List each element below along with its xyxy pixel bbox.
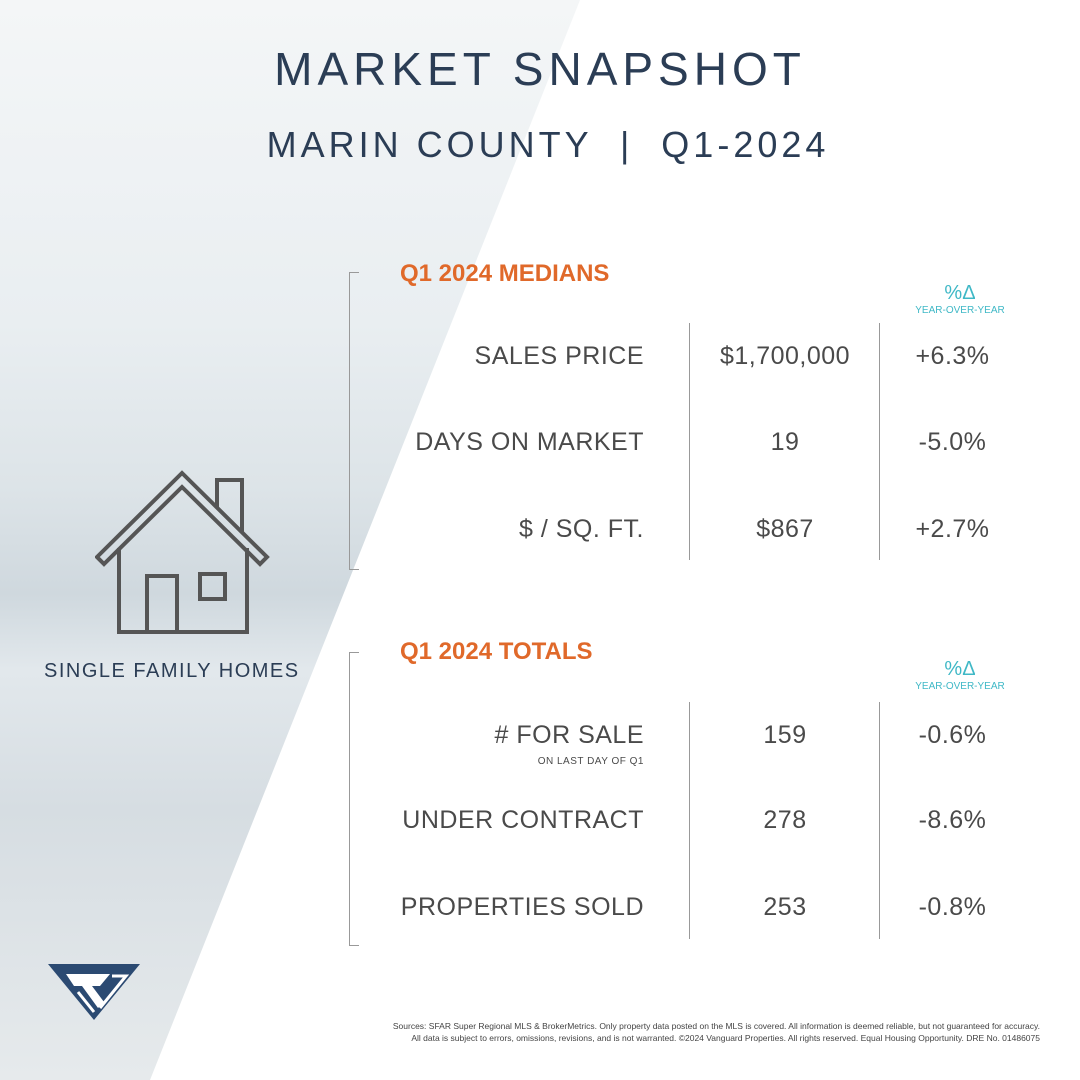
divider xyxy=(879,702,880,939)
median-label: $ / SQ. FT. xyxy=(519,515,644,543)
delta-label: %Δ xyxy=(944,658,976,680)
median-value: $1,700,000 xyxy=(719,342,851,370)
yoy-label: YEAR-OVER-YEAR xyxy=(915,681,1005,692)
total-value: 253 xyxy=(763,893,807,921)
delta-label: %Δ xyxy=(944,282,976,304)
divider xyxy=(689,323,690,560)
divider xyxy=(879,323,880,560)
median-label: DAYS ON MARKET xyxy=(415,428,644,456)
total-change: -0.6% xyxy=(918,721,987,749)
section-bracket xyxy=(349,272,359,570)
median-change: +2.7% xyxy=(915,515,990,543)
total-label: # FOR SALE xyxy=(494,721,644,749)
disclaimer: Sources: SFAR Super Regional MLS & Broke… xyxy=(320,1020,1040,1044)
disclaimer-line: Sources: SFAR Super Regional MLS & Broke… xyxy=(392,1021,1040,1031)
median-change: -5.0% xyxy=(918,428,987,456)
median-change: +6.3% xyxy=(915,342,990,370)
median-label: SALES PRICE xyxy=(474,342,644,370)
page-subtitle: MARIN COUNTY | Q1-2024 xyxy=(266,124,830,165)
yoy-label: YEAR-OVER-YEAR xyxy=(915,305,1005,316)
median-value: $867 xyxy=(756,515,814,543)
total-change: -0.8% xyxy=(918,893,987,921)
totals-heading: Q1 2024 TOTALS xyxy=(400,638,593,665)
total-change: -8.6% xyxy=(918,806,987,834)
median-value: 19 xyxy=(770,428,800,456)
disclaimer-line: All data is subject to errors, omissions… xyxy=(411,1033,1040,1043)
section-bracket xyxy=(349,652,359,946)
total-label: PROPERTIES SOLD xyxy=(400,893,644,921)
medians-heading: Q1 2024 MEDIANS xyxy=(400,260,610,287)
total-note: ON LAST DAY OF Q1 xyxy=(537,756,644,767)
totals-delta-header: %Δ YEAR-OVER-YEAR xyxy=(905,658,1015,692)
total-value: 159 xyxy=(763,721,807,749)
vanguard-logo xyxy=(48,964,140,1020)
house-icon xyxy=(95,470,270,634)
page-title: MARKET SNAPSHOT xyxy=(274,43,806,95)
property-type-label: SINGLE FAMILY HOMES xyxy=(44,660,300,682)
total-value: 278 xyxy=(763,806,807,834)
divider xyxy=(689,702,690,939)
medians-delta-header: %Δ YEAR-OVER-YEAR xyxy=(905,282,1015,316)
total-label: UNDER CONTRACT xyxy=(402,806,644,834)
